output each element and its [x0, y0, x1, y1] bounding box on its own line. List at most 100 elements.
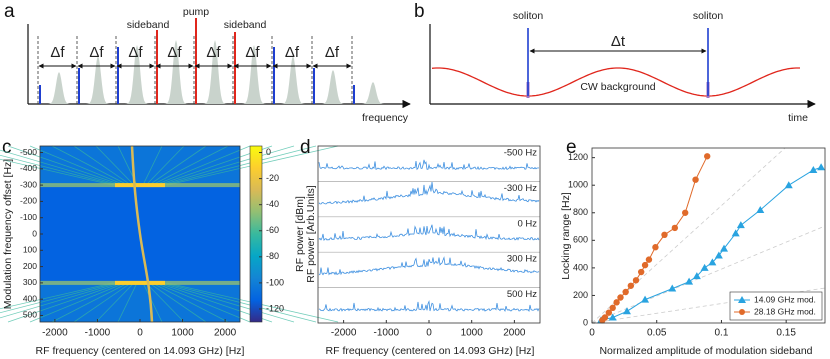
y-tick-label: 600	[573, 235, 588, 245]
reference-line	[591, 225, 826, 324]
heatmap-fan	[145, 145, 185, 186]
heatmap-fan	[7, 282, 123, 323]
panel-label: d	[300, 137, 311, 158]
data-point	[637, 268, 645, 276]
spacing-label: Δf	[325, 44, 340, 61]
x-tick-label: 2000	[503, 328, 526, 339]
legend-marker	[739, 309, 745, 315]
y-tick-label: 400	[573, 262, 588, 272]
heatmap-fan	[160, 145, 295, 186]
comb-sideline	[121, 45, 153, 104]
data-point	[645, 256, 653, 263]
data-point	[714, 251, 723, 259]
x-tick-label: 1000	[171, 328, 194, 339]
x-axis-label: RF frequency (centered on 14.093 GHz) [H…	[326, 345, 535, 357]
x-axis-label: RF frequency (centered on 14.093 GHz) [H…	[36, 345, 245, 357]
x-tick-label: 0	[137, 328, 143, 339]
y-axis-label: Locking range [Hz]	[560, 192, 572, 280]
x-axis-label: Normalized amplitude of modulation sideb…	[599, 345, 812, 357]
comb-sideline	[357, 82, 389, 104]
comb-sideline	[317, 70, 349, 104]
data-point	[704, 153, 711, 160]
spacing-label: Δf	[89, 44, 104, 61]
heatmap-fan	[154, 145, 251, 186]
colorbar-tick-label: -80	[266, 251, 279, 261]
trace-label: -300 Hz	[504, 183, 538, 194]
colorbar	[249, 145, 263, 323]
y-axis-label: RF power [Arb.Units]	[305, 185, 317, 283]
data-point	[632, 277, 640, 284]
annotation: sideband	[127, 19, 170, 31]
heatmap-fan	[0, 149, 120, 186]
colorbar-tick-label: 0	[266, 147, 271, 157]
comb-sideline	[277, 56, 309, 104]
panel-label: a	[4, 1, 15, 22]
heatmap-fan	[73, 282, 132, 323]
spacing-label: Δf	[206, 44, 221, 61]
heatmap-fan	[95, 145, 135, 186]
x-tick-label: -2000	[42, 328, 68, 339]
y-tick-label: 100	[23, 245, 37, 255]
data-point	[809, 166, 818, 174]
x-tick-label: -1000	[374, 328, 400, 339]
heatmap-fan	[151, 145, 229, 186]
heatmap-fan	[142, 282, 163, 323]
data-point	[731, 229, 740, 237]
heatmap-fan	[29, 282, 126, 323]
y-tick-label: -300	[20, 179, 37, 189]
spacing-label: Δf	[285, 44, 300, 61]
x-tick-label: 0	[426, 328, 432, 339]
data-point	[617, 294, 624, 301]
data-point	[661, 231, 668, 239]
plot-frame	[591, 147, 826, 324]
spectrum-trace	[318, 299, 540, 313]
data-point	[720, 244, 729, 252]
trace-label: 500 Hz	[507, 289, 537, 300]
data-point	[627, 282, 635, 289]
data-point	[671, 224, 679, 232]
x-tick-label: -1000	[85, 328, 111, 339]
colorbar-tick-label: -20	[266, 173, 279, 183]
heatmap-curve	[130, 145, 154, 323]
y-tick-label: 0	[32, 228, 37, 238]
heatmap-band	[40, 146, 240, 186]
data-point	[668, 284, 677, 292]
heatmap-fan	[0, 158, 114, 186]
comb-sideline	[82, 56, 114, 104]
y-tick-label: 1000	[568, 180, 588, 190]
data-point	[608, 313, 617, 321]
legend-box	[729, 291, 823, 321]
data-point	[601, 314, 609, 321]
y-tick-label: 200	[573, 290, 588, 300]
y-tick-label: -100	[20, 212, 37, 222]
spectrum-trace	[318, 181, 540, 205]
heatmap-fan	[51, 145, 129, 186]
data-point	[641, 261, 649, 269]
heatmap-band	[40, 282, 240, 322]
heatmap-fan	[51, 282, 129, 323]
heatmap-fan	[160, 282, 295, 323]
y-tick-label: 300	[23, 277, 37, 287]
heatmap-hot	[115, 183, 165, 188]
spacing-label: Δf	[128, 44, 143, 61]
x-axis-label: time	[788, 112, 808, 124]
trace-label: 300 Hz	[507, 254, 537, 265]
data-point	[692, 272, 701, 280]
comb-sideline	[238, 45, 270, 104]
comb-sideline	[43, 72, 75, 104]
data-point	[682, 209, 689, 216]
data-point	[605, 309, 613, 316]
y-tick-label: 1200	[568, 152, 588, 162]
legend-label: 28.18 GHz mod.	[754, 306, 816, 316]
y-tick-label: -400	[20, 163, 37, 173]
y-tick-label: 0	[583, 317, 588, 327]
panel-label: e	[566, 137, 577, 158]
x-tick-label: 0.05	[647, 328, 667, 339]
spectrum-trace	[318, 159, 540, 171]
y-tick-label: 200	[23, 261, 37, 271]
heatmap-hot	[115, 280, 165, 285]
data-point	[652, 244, 659, 251]
data-point	[736, 221, 745, 229]
y-tick-label: -200	[20, 196, 37, 206]
